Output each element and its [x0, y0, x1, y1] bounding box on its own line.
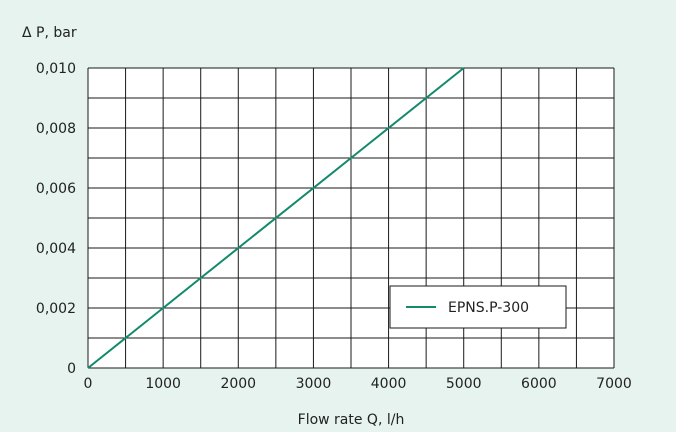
x-tick-label: 6000 [521, 376, 557, 392]
y-tick-label: 0,010 [36, 61, 76, 77]
x-tick-label: 0 [84, 376, 93, 392]
x-tick-label: 2000 [220, 376, 256, 392]
x-tick-label: 4000 [371, 376, 407, 392]
y-tick-label: 0,004 [36, 241, 76, 257]
y-axis-title: Δ P, bar [22, 25, 77, 41]
legend: EPNS.P-300 [389, 285, 567, 329]
series-line [87, 67, 465, 369]
x-tick-label: 7000 [596, 376, 632, 392]
y-tick-label: 0,008 [36, 121, 76, 137]
x-tick-label: 3000 [296, 376, 332, 392]
y-tick-label: 0,002 [36, 301, 76, 317]
x-tick-label: 5000 [446, 376, 482, 392]
y-tick-label: 0,006 [36, 181, 76, 197]
x-axis-title: Flow rate Q, l/h [298, 412, 405, 428]
legend-label: EPNS.P-300 [448, 300, 529, 316]
y-tick-label: 0 [67, 361, 76, 377]
x-tick-label: 1000 [145, 376, 181, 392]
